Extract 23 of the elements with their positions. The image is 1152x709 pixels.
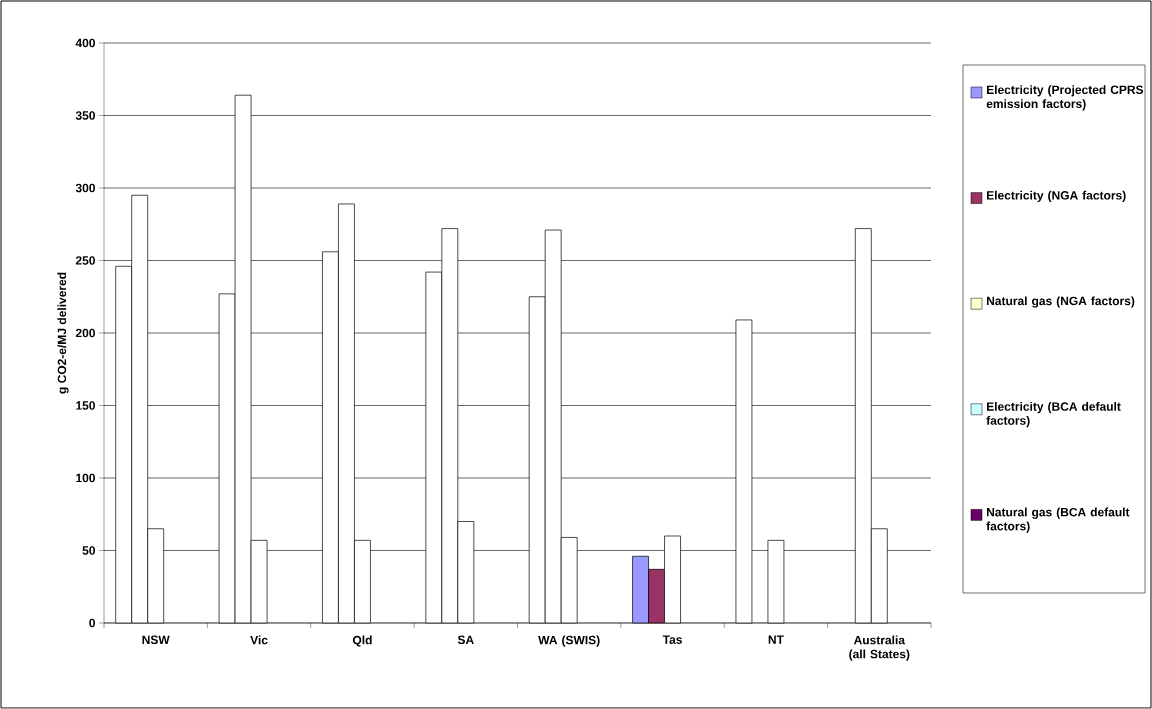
- y-tick-label: 400: [75, 38, 95, 48]
- y-tick-label: 300: [75, 183, 95, 193]
- y-tick-label: 350: [75, 111, 95, 120]
- x-tick-label: WA (SWIS): [538, 635, 600, 647]
- x-tick-label: Vic: [250, 635, 268, 645]
- y-tick-label: 50: [82, 546, 95, 555]
- y-tick-label: 0: [89, 618, 95, 628]
- legend-label: Natural gas (NGA factors): [987, 296, 1135, 308]
- x-tick-label: Tas: [662, 635, 682, 644]
- y-tick-label: 250: [75, 256, 95, 265]
- y-tick-label: 200: [75, 328, 95, 338]
- legend-label: Natural gas (BCA default factors): [986, 507, 1130, 533]
- legend-label: Electricity (NGA factors): [987, 190, 1126, 202]
- y-tick-label: 100: [76, 473, 95, 483]
- y-tick-label: 150: [76, 401, 95, 410]
- legend-label: Electricity (BCA default factors): [986, 401, 1121, 428]
- legend-label: Electricity (Projected CPRS emission factors): [986, 85, 1144, 111]
- x-tick-label: Qld: [352, 635, 372, 647]
- x-tick-label: Australia (all States): [849, 635, 910, 661]
- x-tick-label: NT: [768, 635, 784, 644]
- y-axis-title: g CO2-e/MJ delivered: [57, 272, 69, 394]
- x-tick-label: SA: [457, 635, 474, 645]
- x-tick-label: NSW: [142, 635, 170, 645]
